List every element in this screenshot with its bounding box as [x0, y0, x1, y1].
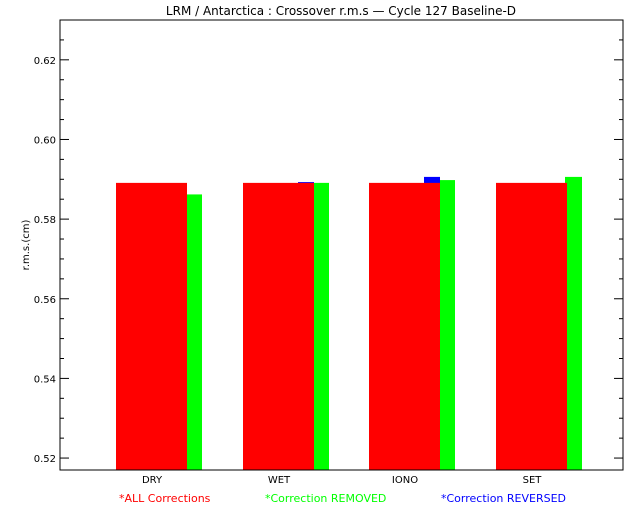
legend-correction-removed: *Correction REMOVED — [265, 492, 386, 505]
plot-frame — [59, 19, 624, 471]
bars-group — [116, 176, 582, 470]
bar-all-dry — [116, 182, 187, 470]
bar-removed-set — [565, 176, 582, 470]
y-tick-label: 0.58 — [34, 215, 56, 226]
x-tick-label-wet: WET — [268, 475, 291, 486]
bar-removed-wet — [312, 182, 329, 470]
y-tick-label: 0.60 — [34, 135, 56, 146]
bar-all-wet — [243, 182, 314, 470]
y-tick-label: 0.62 — [34, 56, 56, 67]
bar-removed-dry — [185, 194, 202, 470]
legend: *ALL Corrections *Correction REMOVED *Corr… — [119, 492, 566, 505]
x-tick-label-dry: DRY — [142, 475, 163, 486]
y-tick-label: 0.52 — [34, 454, 56, 465]
y-axis-label: r.m.s.(cm) — [21, 220, 32, 271]
axes-group: DRY WET IONO SET 0.52 0.54 0.56 0.58 0.60 0.62 — [34, 19, 624, 486]
x-tick-label-iono: IONO — [392, 475, 418, 486]
legend-correction-reversed: *Correction REVERSED — [441, 492, 566, 505]
y-tick-label: 0.56 — [34, 295, 56, 306]
legend-all-corrections: *ALL Corrections — [119, 492, 211, 505]
x-tick-label-set: SET — [523, 475, 543, 486]
bar-all-set — [496, 182, 567, 470]
chart-title: LRM / Antarctica : Crossover r.m.s — Cyc… — [166, 4, 516, 18]
bar-all-iono — [369, 182, 440, 470]
y-tick-label: 0.54 — [34, 374, 56, 385]
bar-removed-iono — [438, 180, 455, 470]
